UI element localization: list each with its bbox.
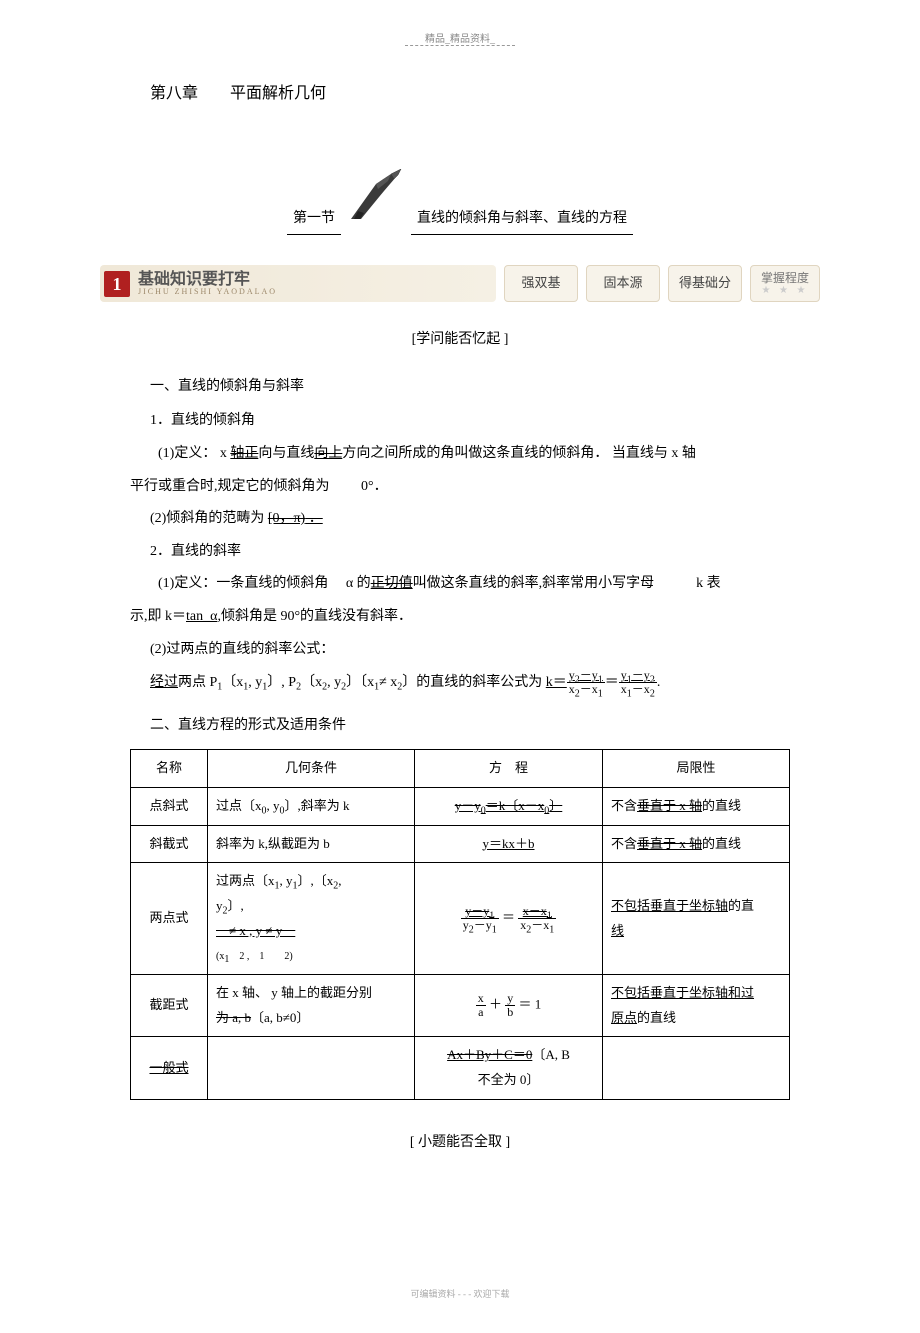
- section-number: 第一节: [287, 169, 341, 235]
- table-row: 两点式过两点〔x1, y1〕,〔x2,y2〕, ≠ x , y ≠ y (x1 …: [131, 863, 790, 975]
- banner-tag-2: 固本源: [586, 265, 660, 302]
- item-2: 2．直线的斜率: [150, 539, 860, 566]
- cell-name: 两点式: [131, 863, 208, 975]
- th-name: 名称: [131, 750, 208, 788]
- cell-limitation: 不含垂直于 x 轴的直线: [603, 825, 790, 863]
- cell-equation: Ax＋By＋C＝0〔A, B不全为 0〕: [415, 1037, 603, 1099]
- th-condition: 几何条件: [208, 750, 415, 788]
- cell-limitation: 不含垂直于 x 轴的直线: [603, 787, 790, 825]
- chapter-title: 第八章 平面解析几何: [150, 79, 860, 109]
- para-slope-formula-head: (2)过两点的直线的斜率公式：: [150, 637, 860, 664]
- subheading-quiz: [ 小题能否全取 ]: [60, 1130, 860, 1157]
- mastery-label: 掌握程度: [761, 271, 809, 285]
- th-equation: 方 程: [415, 750, 603, 788]
- table-row: 点斜式过点〔x0, y0〕,斜率为 ky－y0＝k〔x－x0〕不含垂直于 x 轴…: [131, 787, 790, 825]
- para-def-slope-2: 示,即 k＝tan_α,倾斜角是 90°的直线没有斜率．: [130, 604, 790, 631]
- th-limitation: 局限性: [603, 750, 790, 788]
- banner-tag-3: 得基础分: [668, 265, 742, 302]
- cell-name: 斜截式: [131, 825, 208, 863]
- cell-limitation: 不包括垂直于坐标轴的直线: [603, 863, 790, 975]
- para-def-slope: (1)定义：一条直线的倾斜角 α 的正切值叫做这条直线的斜率,斜率常用小写字母 …: [130, 571, 790, 598]
- cell-equation: y－y1y2－y1 ＝ x－x1x2－x1: [415, 863, 603, 975]
- section-title: 直线的倾斜角与斜率、直线的方程: [411, 169, 633, 235]
- item-1: 1．直线的倾斜角: [150, 408, 860, 435]
- cell-condition: [208, 1037, 415, 1099]
- cell-limitation: [603, 1037, 790, 1099]
- cell-equation: y＝kx＋b: [415, 825, 603, 863]
- table-body: 点斜式过点〔x0, y0〕,斜率为 ky－y0＝k〔x－x0〕不含垂直于 x 轴…: [131, 787, 790, 1099]
- cell-name: 截距式: [131, 975, 208, 1037]
- cell-name: 一般式: [131, 1037, 208, 1099]
- banner-number: 1: [104, 271, 130, 297]
- heading-1: 一、直线的倾斜角与斜率: [150, 374, 860, 401]
- cell-limitation: 不包括垂直于坐标轴和过原点的直线: [603, 975, 790, 1037]
- mastery-stars: ★ ★ ★: [762, 285, 809, 297]
- cell-name: 点斜式: [131, 787, 208, 825]
- table-row: 斜截式斜率为 k,纵截距为 by＝kx＋b不含垂直于 x 轴的直线: [131, 825, 790, 863]
- banner-mastery: 掌握程度 ★ ★ ★: [750, 265, 820, 302]
- page-top-header: 精品_精品资料_: [60, 30, 860, 49]
- table-row: 一般式 Ax＋By＋C＝0〔A, B不全为 0〕: [131, 1037, 790, 1099]
- table-row: 截距式在 x 轴、 y 轴上的截距分别为 a, b〔a, b≠0〕xa ＋ yb…: [131, 975, 790, 1037]
- cell-equation: y－y0＝k〔x－x0〕: [415, 787, 603, 825]
- cell-condition: 在 x 轴、 y 轴上的截距分别为 a, b〔a, b≠0〕: [208, 975, 415, 1037]
- para-slope-formula: 经过两点 P1〔x1, y1〕, P2〔x2, y2〕〔x1≠ x2〕的直线的斜…: [150, 669, 860, 697]
- section-heading: 第一节 直线的倾斜角与斜率、直线的方程: [60, 169, 860, 235]
- brush-icon: [341, 169, 411, 235]
- heading-2: 二、直线方程的形式及适用条件: [150, 713, 860, 740]
- cell-condition: 过两点〔x1, y1〕,〔x2,y2〕, ≠ x , y ≠ y (x1 2 ,…: [208, 863, 415, 975]
- para-range: (2)倾斜角的范畴为 [0，π) ．: [150, 506, 860, 533]
- para-def-angle-2: 平行或重合时,规定它的倾斜角为 0°．: [130, 474, 790, 501]
- cell-condition: 过点〔x0, y0〕,斜率为 k: [208, 787, 415, 825]
- page-footer: 可编辑资料 - - - 欢迎下载: [60, 1286, 860, 1303]
- header-text: 精品_精品资料_: [405, 34, 515, 46]
- banner-left: 1 基础知识要打牢 JICHU ZHISHI YAODALAO: [100, 265, 496, 302]
- line-equation-forms-table: 名称 几何条件 方 程 局限性 点斜式过点〔x0, y0〕,斜率为 ky－y0＝…: [130, 749, 790, 1100]
- banner-title-pinyin: JICHU ZHISHI YAODALAO: [138, 288, 277, 297]
- para-def-angle: (1)定义： x 轴正向与直线向上方向之间所成的角叫做这条直线的倾斜角． 当直线…: [130, 441, 790, 468]
- knowledge-banner: 1 基础知识要打牢 JICHU ZHISHI YAODALAO 强双基 固本源 …: [100, 265, 820, 302]
- banner-tag-1: 强双基: [504, 265, 578, 302]
- banner-title-cn: 基础知识要打牢: [138, 271, 277, 289]
- cell-condition: 斜率为 k,纵截距为 b: [208, 825, 415, 863]
- cell-equation: xa ＋ yb ＝ 1: [415, 975, 603, 1037]
- subheading-recall: [学问能否忆起 ]: [60, 327, 860, 354]
